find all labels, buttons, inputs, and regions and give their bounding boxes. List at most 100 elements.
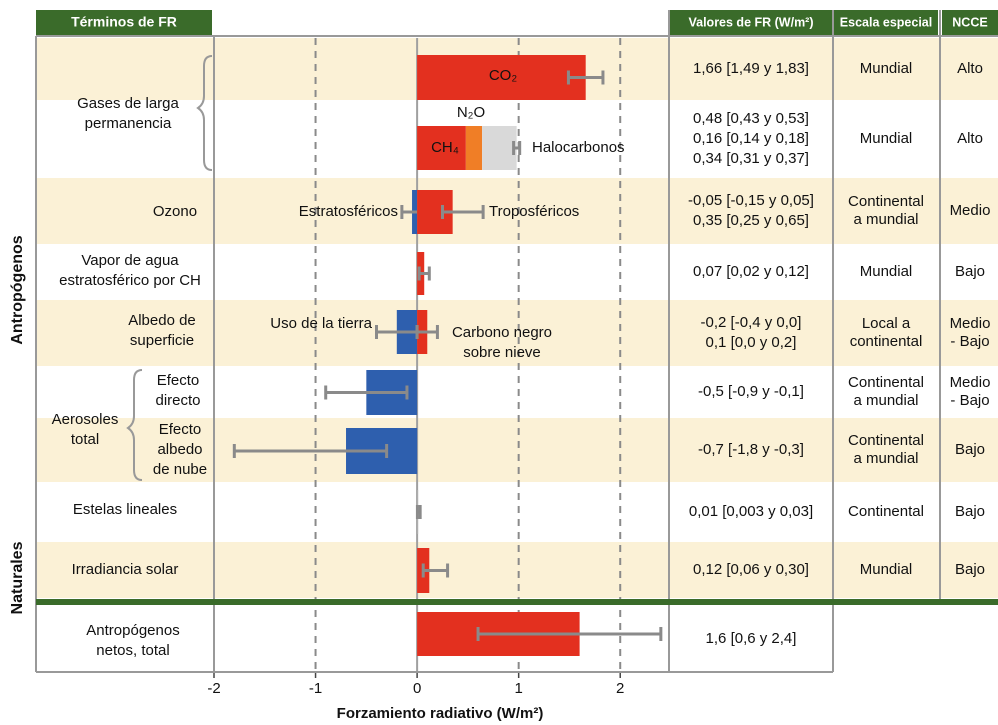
error-bar bbox=[512, 141, 522, 155]
bar-label: CO₂ bbox=[489, 67, 518, 84]
forcing-value: -0,5 [-0,9 y -0,1] bbox=[698, 383, 804, 400]
confidence: Bajo bbox=[955, 263, 985, 280]
error-bar bbox=[421, 563, 450, 578]
forcing-value: 0,07 [0,02 y 0,12] bbox=[693, 263, 809, 280]
bar-label: Carbono negro bbox=[452, 324, 552, 341]
error-bar bbox=[417, 266, 431, 281]
error-bar bbox=[324, 385, 409, 400]
spatial-scale: a mundial bbox=[853, 211, 918, 228]
brace bbox=[196, 55, 213, 171]
row-label: netos, total bbox=[96, 642, 169, 659]
row-label: albedo bbox=[157, 441, 202, 458]
confidence: - Bajo bbox=[950, 392, 989, 409]
section-divider bbox=[36, 599, 998, 605]
column-header-box bbox=[670, 10, 832, 35]
row-label: de nube bbox=[153, 461, 207, 478]
error-bar bbox=[441, 205, 485, 219]
forcing-value: 0,12 [0,06 y 0,30] bbox=[693, 561, 809, 578]
row-background bbox=[36, 100, 998, 178]
x-tick-label: -1 bbox=[309, 680, 322, 697]
row-background bbox=[36, 178, 998, 244]
foreground: Términos de FR Valores de FR (W/m²) Esca… bbox=[9, 10, 998, 722]
row-label: estratosférico por CH bbox=[59, 272, 201, 289]
row-label: Efecto bbox=[157, 372, 200, 389]
error-bar bbox=[232, 444, 389, 458]
forcing-value: -0,2 [-0,4 y 0,0] bbox=[701, 314, 802, 331]
row-label: Ozono bbox=[153, 203, 197, 220]
column-header-box bbox=[942, 10, 998, 35]
group-label: Aerosoles bbox=[52, 411, 119, 428]
bar-label: CH₄ bbox=[431, 139, 459, 156]
column-header: Escala especial bbox=[840, 15, 932, 29]
confidence: Medio bbox=[950, 315, 991, 332]
spatial-scale: Local a bbox=[862, 315, 911, 332]
spatial-scale: a mundial bbox=[853, 450, 918, 467]
header-title: Términos de FR bbox=[71, 14, 177, 30]
spatial-scale: Mundial bbox=[860, 561, 913, 578]
spatial-scale: Continental bbox=[848, 193, 924, 210]
forcing-value: 0,35 [0,25 y 0,65] bbox=[693, 212, 809, 229]
x-axis-title: Forzamiento radiativo (W/m²) bbox=[337, 705, 544, 722]
spatial-scale: Mundial bbox=[860, 130, 913, 147]
column-header: NCCE bbox=[952, 15, 987, 29]
bar-label: Troposféricos bbox=[489, 203, 579, 220]
bar bbox=[417, 55, 586, 100]
confidence: Bajo bbox=[955, 561, 985, 578]
confidence: Alto bbox=[957, 130, 983, 147]
brace bbox=[126, 369, 143, 481]
spatial-scale: continental bbox=[850, 333, 923, 350]
row-label: Gases de larga bbox=[77, 95, 179, 112]
row-background bbox=[36, 542, 998, 598]
error-bar bbox=[415, 325, 439, 339]
forcing-value: 0,34 [0,31 y 0,37] bbox=[693, 150, 809, 167]
group-label: total bbox=[71, 431, 99, 448]
row-label: Vapor de agua bbox=[81, 252, 179, 269]
bar-label: Estratosféricos bbox=[299, 203, 398, 220]
row-background bbox=[36, 244, 998, 300]
forcing-value: 0,01 [0,003 y 0,03] bbox=[689, 503, 813, 520]
error-bar bbox=[566, 70, 605, 85]
row-label: permanencia bbox=[85, 115, 172, 132]
forcing-value: -0,7 [-1,8 y -0,3] bbox=[698, 441, 804, 458]
row-label: Antropógenos bbox=[86, 622, 179, 639]
column-header: Valores de FR (W/m²) bbox=[688, 15, 813, 29]
x-tick-label: 0 bbox=[413, 680, 421, 697]
bar bbox=[482, 126, 517, 170]
row-label: Efecto bbox=[159, 421, 202, 438]
row-label: directo bbox=[155, 392, 200, 409]
forcing-value: 0,1 [0,0 y 0,2] bbox=[706, 334, 797, 351]
spatial-scale: Mundial bbox=[860, 263, 913, 280]
spatial-scale: Continental bbox=[848, 374, 924, 391]
error-bar bbox=[476, 627, 663, 641]
confidence: Alto bbox=[957, 60, 983, 77]
header-box bbox=[36, 10, 212, 35]
row-background bbox=[36, 482, 998, 542]
row-label: Irradiancia solar bbox=[72, 561, 179, 578]
row-background bbox=[36, 300, 998, 366]
forcing-value: 1,66 [1,49 y 1,83] bbox=[693, 60, 809, 77]
spatial-scale: a mundial bbox=[853, 392, 918, 409]
spatial-scale: Continental bbox=[848, 503, 924, 520]
forcing-value: 0,16 [0,14 y 0,18] bbox=[693, 130, 809, 147]
row-label: Albedo de bbox=[128, 312, 196, 329]
x-tick-label: 1 bbox=[514, 680, 522, 697]
confidence: Medio bbox=[950, 202, 991, 219]
confidence: Bajo bbox=[955, 503, 985, 520]
backgrounds bbox=[36, 38, 998, 672]
column-header-box bbox=[834, 10, 938, 35]
row-background bbox=[36, 366, 998, 418]
confidence: Bajo bbox=[955, 441, 985, 458]
bar-label: sobre nieve bbox=[463, 344, 541, 361]
bar-label: Uso de la tierra bbox=[270, 315, 372, 332]
plot-area bbox=[232, 38, 663, 672]
error-bar bbox=[415, 505, 422, 519]
bar bbox=[465, 126, 483, 170]
group-label: Antropógenos bbox=[9, 235, 26, 344]
confidence: Medio bbox=[950, 374, 991, 391]
row-background bbox=[36, 418, 998, 482]
row-label: superficie bbox=[130, 332, 194, 349]
x-tick-label: 2 bbox=[616, 680, 624, 697]
forcing-value: 0,48 [0,43 y 0,53] bbox=[693, 110, 809, 127]
bar-label: Halocarbonos bbox=[532, 139, 625, 156]
